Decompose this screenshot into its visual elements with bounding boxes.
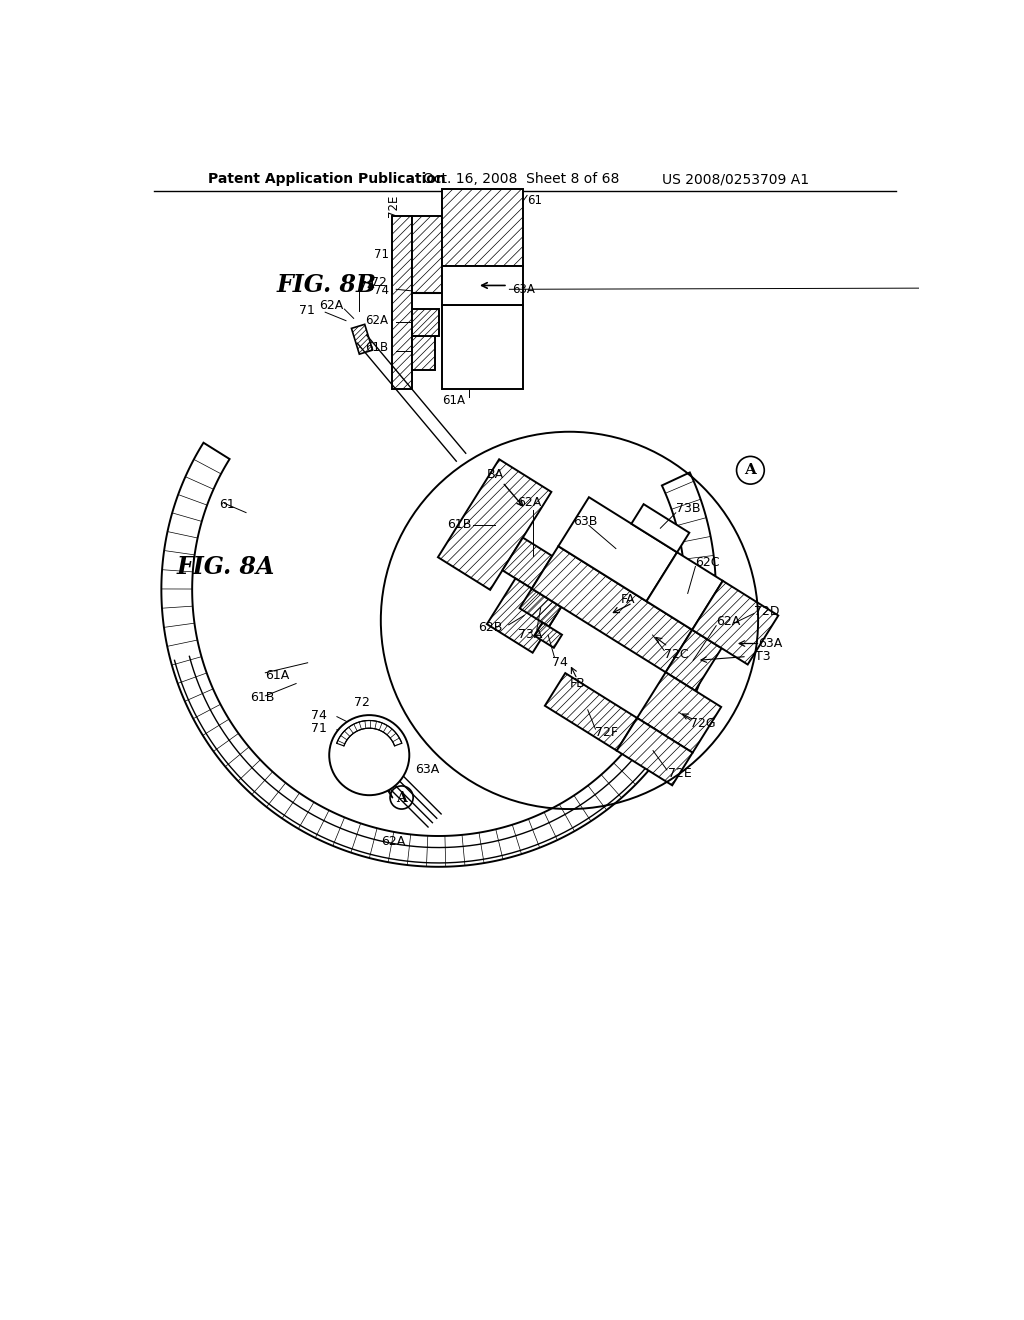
Polygon shape (360, 743, 376, 767)
Text: 61A: 61A (442, 395, 466, 408)
Text: 72D: 72D (754, 605, 779, 618)
Text: Patent Application Publication: Patent Application Publication (208, 172, 445, 186)
Text: 72: 72 (354, 696, 370, 709)
Polygon shape (535, 623, 562, 648)
Polygon shape (666, 630, 722, 690)
Polygon shape (558, 498, 677, 602)
Text: 61B: 61B (447, 517, 472, 531)
Text: FB: FB (569, 677, 586, 689)
Text: 74: 74 (311, 709, 327, 722)
Polygon shape (531, 546, 692, 672)
Text: 72E: 72E (669, 767, 692, 780)
Text: 71: 71 (311, 722, 327, 735)
Polygon shape (162, 442, 716, 867)
Text: 62A: 62A (319, 298, 344, 312)
Text: 63A: 63A (758, 638, 782, 649)
Text: FA: FA (622, 593, 636, 606)
Polygon shape (442, 305, 523, 389)
Polygon shape (637, 672, 721, 752)
Text: 72: 72 (372, 276, 387, 289)
Text: A: A (396, 791, 407, 804)
Text: 74: 74 (552, 656, 568, 669)
Polygon shape (438, 459, 551, 590)
Text: 71: 71 (374, 248, 388, 261)
Polygon shape (392, 216, 412, 389)
Text: 62C: 62C (695, 556, 720, 569)
Text: 73A: 73A (517, 628, 542, 642)
Text: 72E: 72E (387, 195, 400, 218)
Text: 72G: 72G (690, 717, 716, 730)
Text: 63A: 63A (512, 282, 535, 296)
Text: 61B: 61B (366, 341, 388, 354)
Text: 72C: 72C (665, 648, 689, 661)
Text: 61: 61 (219, 499, 234, 511)
Text: T3: T3 (755, 649, 770, 663)
Polygon shape (519, 589, 561, 627)
Polygon shape (351, 325, 373, 354)
Text: 63A: 63A (416, 763, 439, 776)
Text: Oct. 16, 2008  Sheet 8 of 68: Oct. 16, 2008 Sheet 8 of 68 (423, 172, 620, 186)
Polygon shape (412, 335, 435, 370)
Polygon shape (337, 721, 401, 746)
Polygon shape (442, 267, 523, 305)
Text: 61B: 61B (250, 690, 274, 704)
Text: 62A: 62A (517, 496, 542, 510)
Text: US 2008/0253709 A1: US 2008/0253709 A1 (662, 172, 809, 186)
Polygon shape (616, 718, 692, 785)
Text: 72F: 72F (595, 726, 618, 739)
Polygon shape (412, 216, 442, 293)
Polygon shape (487, 578, 561, 652)
Text: 71: 71 (299, 304, 315, 317)
Polygon shape (412, 309, 438, 335)
Text: 62B: 62B (478, 620, 502, 634)
Text: A: A (744, 463, 757, 478)
Text: 61A: 61A (265, 669, 290, 682)
Text: 74: 74 (374, 284, 388, 297)
Text: 62A: 62A (716, 615, 740, 628)
Text: 63B: 63B (573, 515, 598, 528)
Text: 61: 61 (527, 194, 542, 207)
Circle shape (330, 715, 410, 795)
Text: 62A: 62A (366, 314, 388, 326)
Polygon shape (632, 504, 689, 552)
Text: FIG. 8A: FIG. 8A (177, 554, 275, 578)
Polygon shape (442, 189, 523, 267)
Polygon shape (692, 581, 778, 664)
Polygon shape (646, 552, 723, 630)
Text: 62A: 62A (381, 834, 406, 847)
Polygon shape (545, 673, 637, 751)
Text: 74: 74 (359, 280, 375, 293)
Text: 73B: 73B (676, 503, 700, 516)
Text: BA: BA (487, 469, 504, 480)
Text: FIG. 8B: FIG. 8B (276, 273, 377, 297)
Polygon shape (503, 537, 552, 589)
